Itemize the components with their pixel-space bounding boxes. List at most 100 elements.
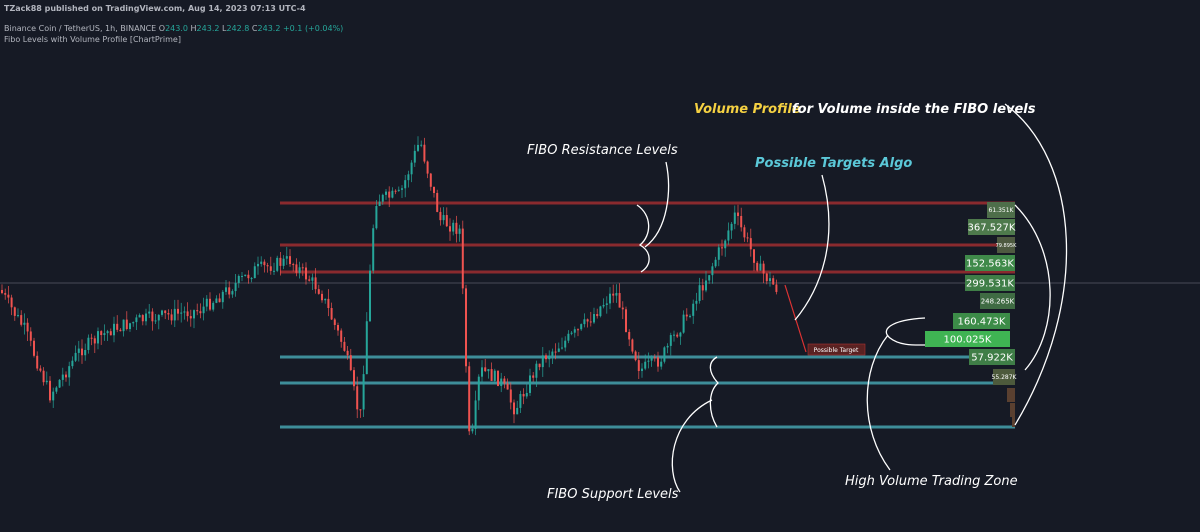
ohlc-key: H [191, 24, 197, 33]
volume-label: 61.351K [989, 207, 1015, 214]
volume-profile: 61.351K 367.527K 79.895K 152.563K 299.531K 24… [925, 202, 1018, 427]
candle [637, 360, 640, 371]
candle [506, 383, 509, 390]
candle [743, 227, 746, 238]
candle [596, 314, 599, 317]
candle [13, 307, 16, 316]
candle [756, 262, 759, 271]
candle [359, 409, 362, 411]
candle [186, 311, 189, 317]
candle [253, 266, 256, 279]
candle [372, 228, 375, 271]
candle [765, 273, 768, 282]
candle [362, 374, 365, 410]
volume-bar [1007, 388, 1015, 402]
candle [378, 201, 381, 207]
candle [301, 267, 304, 269]
candle [580, 324, 583, 330]
candle [29, 331, 32, 341]
candle [746, 237, 749, 239]
ohlc-key: L [222, 24, 227, 33]
volume-label: 160.473K [958, 317, 1006, 328]
candle [772, 278, 775, 285]
candle [151, 311, 154, 322]
candle [305, 267, 307, 280]
candle [10, 297, 13, 308]
candle [615, 293, 618, 296]
volume-bar [987, 202, 1015, 218]
candle [314, 277, 317, 290]
candle [132, 322, 135, 324]
candle [445, 215, 448, 227]
candle [724, 240, 727, 249]
candle [183, 311, 186, 313]
targets-annotation: Possible Targets Algo [755, 156, 912, 171]
candle [493, 370, 496, 381]
candle [401, 188, 403, 190]
candle [45, 380, 48, 383]
candle [122, 319, 125, 332]
volume-bar [997, 237, 1015, 253]
candle [561, 347, 563, 349]
candle [42, 370, 45, 383]
candle [7, 294, 10, 298]
candle [749, 238, 752, 250]
symbol: Binance Coin / TetherUS, 1h, BINANCE [4, 24, 156, 33]
candle [324, 298, 327, 301]
candle [679, 332, 682, 337]
candle [650, 357, 653, 361]
candle [705, 280, 707, 291]
candle [711, 266, 714, 276]
candle [404, 180, 407, 189]
candle [573, 329, 576, 333]
candle [769, 278, 771, 282]
candle [385, 191, 387, 195]
candle [353, 370, 355, 387]
candle [225, 287, 227, 292]
candle [330, 308, 333, 320]
ohlc-value: 243.2 [197, 24, 220, 33]
candle [292, 264, 295, 266]
candle [68, 366, 71, 378]
candle [535, 363, 538, 378]
candle [263, 261, 266, 266]
volume-bar [925, 331, 1010, 347]
candle [641, 368, 643, 371]
candle [157, 314, 160, 321]
candle [394, 190, 397, 192]
candle [557, 348, 560, 352]
candle [695, 300, 698, 304]
candle [170, 314, 173, 321]
candle [177, 308, 179, 314]
candle [740, 215, 743, 228]
candle [644, 361, 647, 369]
candle [173, 308, 176, 321]
target-box [807, 343, 866, 356]
curve [866, 334, 891, 471]
candle [500, 378, 503, 386]
candle [423, 144, 426, 162]
candle [180, 312, 183, 314]
volume-label: 367.527K [968, 223, 1016, 234]
annotation-curves [636, 103, 1068, 493]
volume-label: 299.531K [966, 279, 1014, 290]
candle [23, 322, 26, 325]
volume-profile-title: Volume Profile [694, 102, 801, 117]
volume-label: 55.287K [992, 374, 1018, 381]
candle [228, 287, 231, 295]
candle [452, 222, 455, 232]
candle [538, 363, 541, 368]
candle [676, 334, 679, 337]
candle [289, 256, 291, 265]
candle [113, 323, 115, 336]
candle [333, 319, 336, 325]
candle [218, 298, 221, 303]
candle [532, 375, 535, 378]
candle [266, 265, 269, 267]
indicator-name: Fibo Levels with Volume Profile [ChartPr… [4, 35, 181, 44]
brace [636, 204, 650, 273]
candle [193, 310, 195, 319]
candle [52, 391, 55, 401]
volume-bar [968, 219, 1015, 235]
candle [237, 275, 240, 283]
